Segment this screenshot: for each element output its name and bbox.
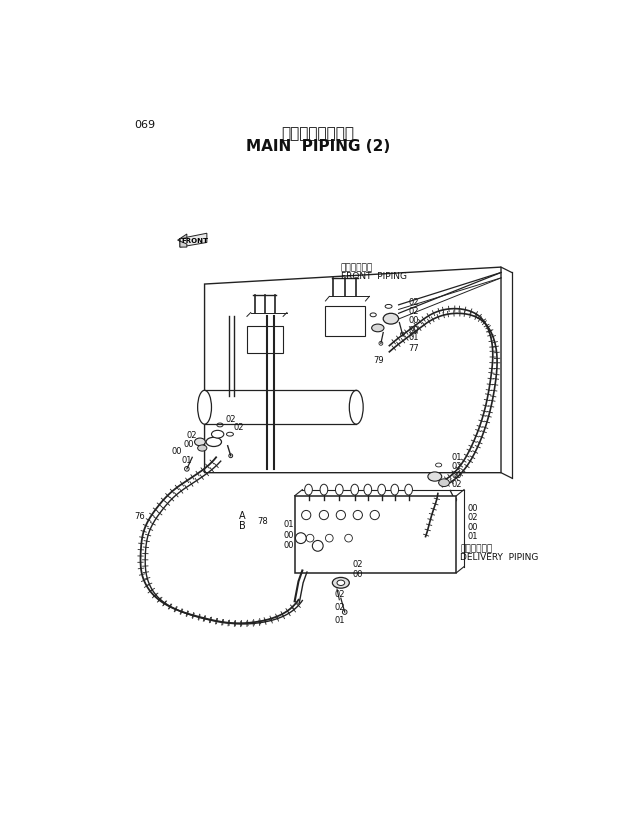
Ellipse shape [405,485,412,495]
Ellipse shape [211,430,224,438]
Text: 069: 069 [135,121,156,131]
Text: 00: 00 [409,326,419,335]
Text: 77: 77 [409,344,419,353]
Ellipse shape [304,485,312,495]
Text: 01: 01 [182,457,192,466]
Circle shape [319,510,329,519]
Ellipse shape [378,485,386,495]
Text: DELIVERY  PIPING: DELIVERY PIPING [460,552,539,562]
Ellipse shape [337,580,345,586]
Bar [294,496,456,573]
Text: 02: 02 [452,461,463,471]
Ellipse shape [206,437,221,447]
Circle shape [353,510,363,519]
Text: B: B [239,521,246,531]
Ellipse shape [195,438,205,446]
Ellipse shape [436,463,441,467]
Circle shape [453,498,457,501]
Text: 01: 01 [283,519,294,528]
Ellipse shape [226,433,234,436]
Circle shape [401,332,404,336]
Text: フロント配管: フロント配管 [341,263,373,272]
Polygon shape [177,234,187,247]
Text: 02: 02 [187,431,197,440]
Circle shape [345,534,352,542]
Ellipse shape [385,304,392,308]
Polygon shape [180,233,207,247]
Text: 00: 00 [467,523,477,532]
Circle shape [295,533,306,543]
Text: デリベリ配管: デリベリ配管 [460,544,492,553]
Text: 00: 00 [467,504,477,514]
Text: 78: 78 [258,517,268,525]
Ellipse shape [320,485,328,495]
Text: 00: 00 [352,570,363,579]
Text: FRONT: FRONT [182,238,209,244]
Text: 00: 00 [172,447,182,457]
Text: 76: 76 [135,512,145,521]
Ellipse shape [335,485,343,495]
Ellipse shape [371,324,384,332]
Ellipse shape [391,485,399,495]
Text: 02: 02 [335,603,345,612]
Text: 02: 02 [352,561,363,570]
Text: 79: 79 [373,356,384,366]
Ellipse shape [217,423,223,427]
Text: 02: 02 [452,480,463,490]
Bar [247,326,283,353]
Circle shape [312,541,323,552]
Text: 00: 00 [409,316,419,325]
Text: 02: 02 [233,423,244,433]
Circle shape [336,510,345,519]
Text: 01: 01 [335,616,345,625]
Text: メイン配管（２）: メイン配管（２） [281,126,354,141]
Text: 02: 02 [409,307,419,316]
Ellipse shape [370,313,376,317]
Text: A: A [239,511,246,521]
Ellipse shape [383,313,399,324]
Text: 01: 01 [409,333,419,342]
Circle shape [229,454,232,457]
Bar [326,306,366,337]
Ellipse shape [198,445,207,452]
Ellipse shape [343,568,350,572]
Text: 00: 00 [283,531,294,540]
Text: 01: 01 [467,532,477,541]
Ellipse shape [198,390,211,424]
Text: 01: 01 [452,452,463,461]
Text: 00: 00 [183,439,193,448]
Text: 02: 02 [409,298,419,307]
Text: 02: 02 [467,514,477,523]
Text: 00: 00 [283,541,294,550]
Text: 00: 00 [452,471,463,480]
Text: 02: 02 [225,415,236,424]
Ellipse shape [428,472,441,481]
Ellipse shape [351,485,358,495]
Ellipse shape [332,577,349,588]
Circle shape [306,534,314,542]
Circle shape [326,534,333,542]
Circle shape [301,510,311,519]
Ellipse shape [349,390,363,424]
Text: MAIN  PIPING (2): MAIN PIPING (2) [246,139,390,154]
Ellipse shape [438,479,450,486]
Text: 02: 02 [335,590,345,599]
Text: FRONT  PIPING: FRONT PIPING [341,272,407,281]
Circle shape [370,510,379,519]
Circle shape [185,466,189,471]
Circle shape [379,342,383,345]
Circle shape [342,609,347,614]
Ellipse shape [364,485,371,495]
